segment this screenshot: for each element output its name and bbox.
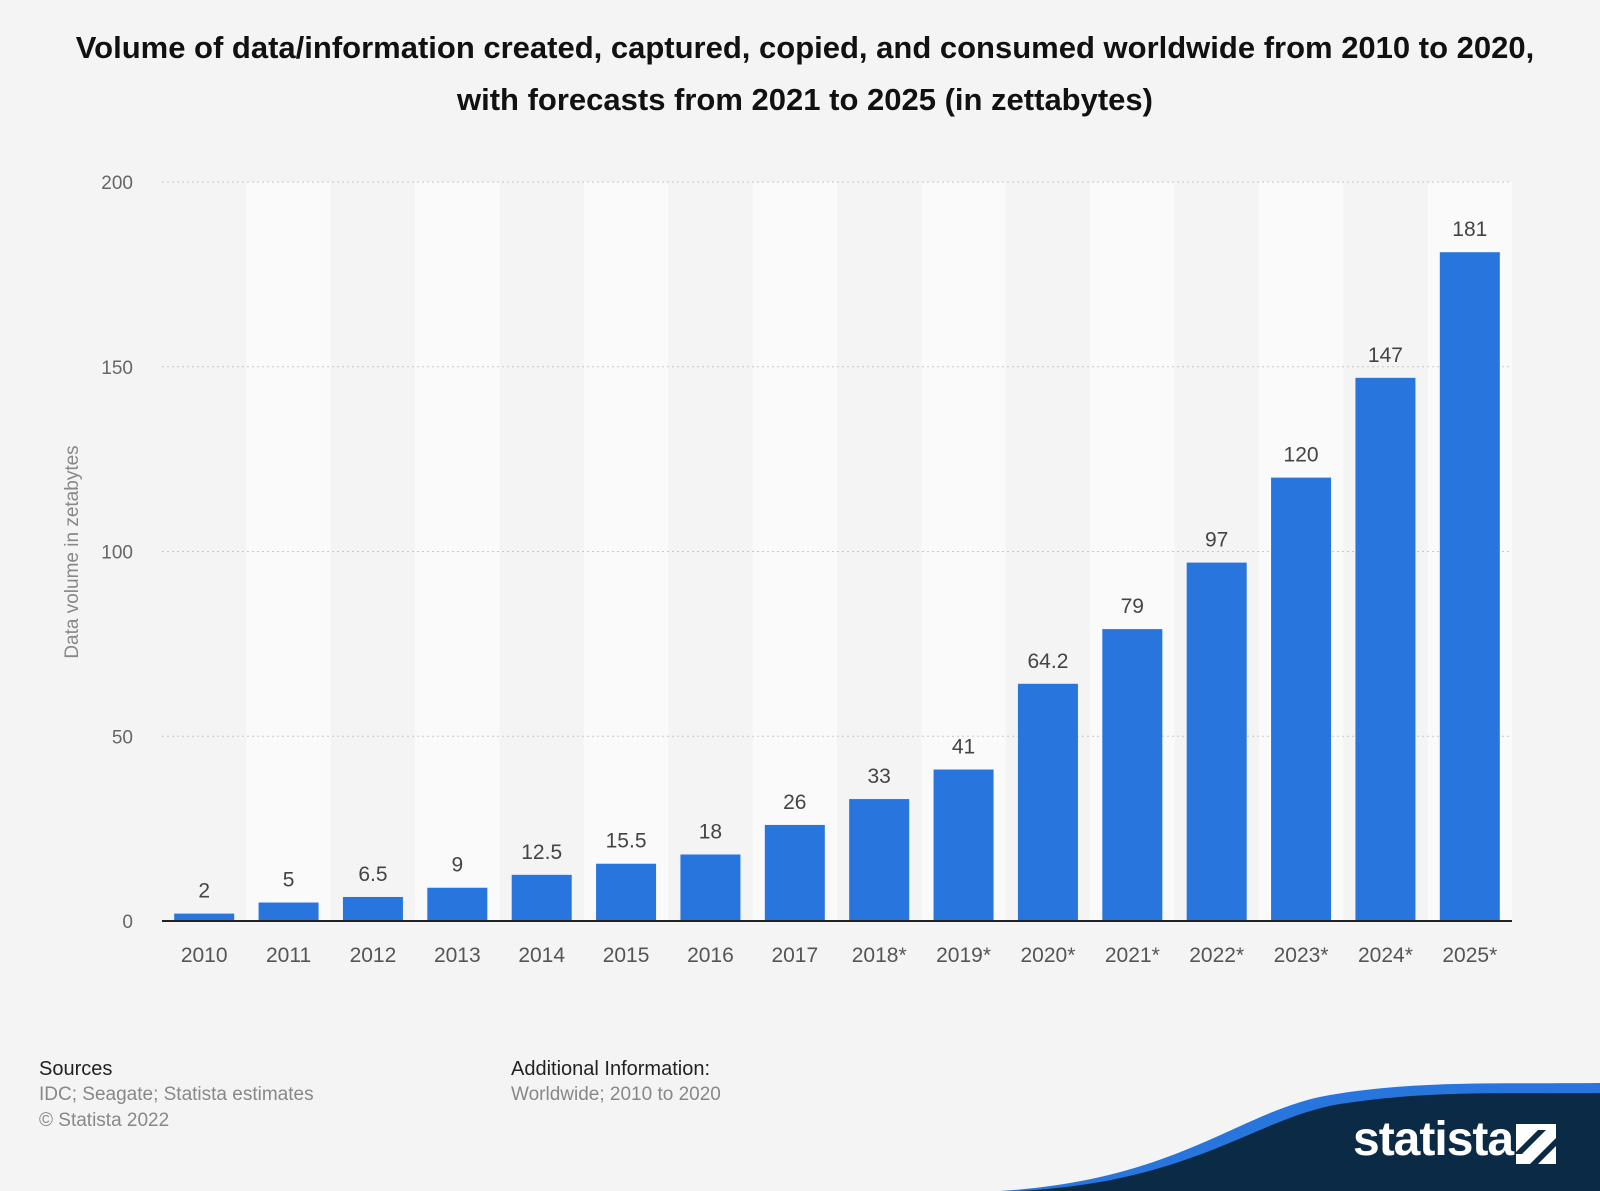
data-label: 33 [868,765,891,788]
x-tick-label: 2023* [1274,944,1329,967]
y-tick-label: 100 [101,543,133,564]
x-tick-label: 2022* [1189,944,1244,967]
data-label: 79 [1121,595,1144,618]
y-tick-label: 0 [122,912,133,933]
bar-2025*[interactable] [1439,252,1500,921]
x-tick-label: 2020* [1020,944,1075,967]
y-axis-title: Data volume in zetabytes [62,445,83,658]
x-tick-label: 2014 [518,944,565,967]
bar-2014[interactable] [511,874,572,921]
data-label: 2 [198,880,210,903]
bar-2013[interactable] [427,887,488,921]
bar-2023*[interactable] [1271,477,1332,921]
data-label: 64.2 [1028,650,1069,673]
y-axis-ticks: 0 50 100 150 200 [101,173,133,933]
x-tick-label: 2013 [434,944,481,967]
bar-2022*[interactable] [1186,562,1247,921]
bar-2021*[interactable] [1102,629,1163,921]
data-label: 120 [1284,444,1319,467]
additional-info-heading: Additional Information: [511,1058,711,1080]
bar-2012[interactable] [342,896,403,921]
data-label: 18 [699,820,722,843]
bar-2017[interactable] [764,824,825,921]
data-label: 41 [952,736,975,759]
x-tick-label: 2025* [1442,944,1497,967]
x-tick-label: 2018* [852,944,907,967]
x-tick-label: 2015 [603,944,650,967]
data-label: 181 [1452,218,1487,241]
additional-info-text: Worldwide; 2010 to 2020 [511,1084,721,1105]
additional-info-block: Additional Information: Worldwide; 2010 … [511,1056,721,1108]
chart-title: Volume of data/information created, capt… [75,30,1535,117]
x-tick-label: 2024* [1358,944,1413,967]
x-axis-ticks: 2010 2011 2012 2013 2014 2015 2016 2017 2018* 201… [181,944,1497,967]
data-label: 97 [1205,529,1228,552]
data-labels: 2 5 6.5 9 12.5 15.5 18 26 33 41 64.2 79 97 120 147 181 [198,218,1487,902]
sources-heading: Sources [39,1058,113,1080]
copyright-text: © Statista 2022 [39,1110,170,1131]
bar-2019*[interactable] [933,769,994,921]
sources-text[interactable]: IDC; Seagate; Statista estimates [39,1084,314,1105]
bar-2015[interactable] [596,863,657,921]
bar-2018*[interactable] [849,799,910,921]
sources-block: Sources IDC; Seagate; Statista estimates… [39,1056,314,1134]
x-tick-label: 2017 [771,944,818,967]
bar-2024*[interactable] [1355,377,1416,922]
x-tick-label: 2019* [936,944,991,967]
data-label: 26 [783,791,806,814]
data-label: 147 [1368,344,1403,367]
statista-logo-text[interactable]: statista [1353,1113,1514,1166]
x-tick-label: 2016 [687,944,734,967]
y-tick-label: 150 [101,358,133,379]
bar-2010[interactable] [174,913,235,921]
x-tick-label: 2011 [266,944,311,967]
bar-chart: 0 50 100 150 200 2 5 6.5 9 12.5 15.5 18 26 33 41 64.2 7… [62,173,1512,967]
data-label: 9 [451,854,463,877]
data-label: 5 [283,869,295,892]
bar-2016[interactable] [680,854,741,921]
bars [174,252,1500,922]
x-tick-label: 2012 [350,944,397,967]
data-label: 6.5 [358,863,387,886]
data-label: 15.5 [606,830,647,853]
x-tick-label: 2021* [1105,944,1160,967]
y-tick-label: 200 [101,173,133,194]
x-tick-label: 2010 [181,944,228,967]
bar-2011[interactable] [258,902,319,921]
bar-2020*[interactable] [1017,683,1078,921]
statista-logo-icon[interactable] [1516,1124,1556,1164]
data-label: 12.5 [521,841,562,864]
y-tick-label: 50 [112,727,133,748]
